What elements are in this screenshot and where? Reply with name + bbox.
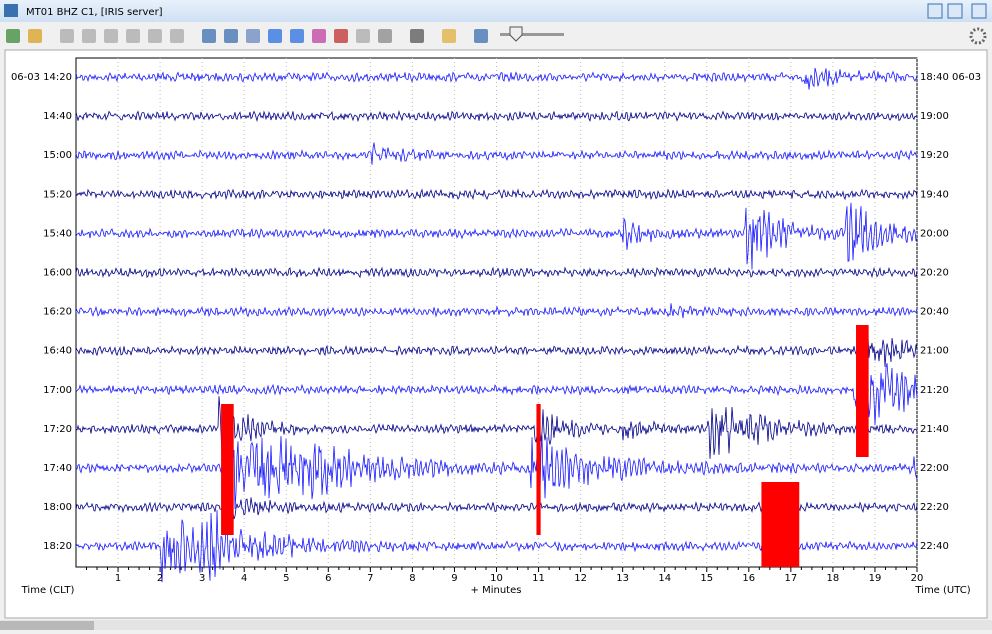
x-tick-label: 3 [199, 573, 205, 584]
right-time-label: 20:00 [920, 228, 949, 239]
status-bar [0, 620, 992, 630]
toolbar-button[interactable] [28, 29, 42, 43]
clipped-signal [221, 404, 234, 535]
right-time-label: 22:20 [920, 502, 949, 513]
x-tick-label: 7 [367, 573, 373, 584]
window-title: MT01 BHZ C1, [IRIS server] [26, 7, 163, 18]
left-time-label: 15:00 [43, 150, 72, 161]
toolbar-button[interactable] [224, 29, 238, 43]
seismic-trace [75, 396, 918, 459]
toolbar-button[interactable] [442, 29, 456, 43]
x-tick-label: 20 [911, 573, 924, 584]
seismic-trace [75, 67, 918, 90]
left-time-label: 15:20 [43, 189, 72, 200]
title-bar [0, 0, 992, 22]
right-time-label: 20:40 [920, 307, 949, 318]
seismic-trace [75, 142, 918, 165]
busy-indicator [969, 27, 987, 45]
x-tick-label: 4 [241, 573, 247, 584]
toolbar-button[interactable] [104, 29, 118, 43]
toolbar-button[interactable] [290, 29, 304, 43]
x-axis-label: + Minutes [471, 585, 522, 596]
right-time-label: 22:00 [920, 463, 949, 474]
seismic-trace [75, 202, 918, 270]
x-tick-label: 16 [742, 573, 755, 584]
right-time-label: 21:40 [920, 424, 949, 435]
x-tick-label: 18 [827, 573, 840, 584]
x-tick-label: 9 [451, 573, 457, 584]
x-tick-label: 6 [325, 573, 331, 584]
x-tick-label: 1 [115, 573, 121, 584]
x-tick-label: 8 [409, 573, 415, 584]
clipped-signal [856, 325, 869, 457]
x-tick-label: 19 [869, 573, 882, 584]
seismic-trace [75, 110, 918, 123]
left-time-label: 18:00 [43, 502, 72, 513]
seismic-trace [75, 427, 918, 515]
right-axis-label: Time (UTC) [914, 585, 970, 596]
right-time-label: 18:40 06-03 [920, 72, 981, 83]
x-tick-label: 15 [700, 573, 713, 584]
left-time-label: 16:00 [43, 268, 72, 279]
toolbar [6, 29, 488, 43]
toolbar-button[interactable] [312, 29, 326, 43]
x-tick-label: 13 [616, 573, 629, 584]
left-time-label: 14:40 [43, 111, 72, 122]
toolbar-button[interactable] [474, 29, 488, 43]
toolbar-button[interactable] [410, 29, 424, 43]
x-tick-label: 2 [157, 573, 163, 584]
toolbar-button[interactable] [6, 29, 20, 43]
left-time-label: 17:20 [43, 424, 72, 435]
x-tick-label: 12 [574, 573, 587, 584]
maximize-button[interactable] [947, 3, 963, 19]
toolbar-button[interactable] [246, 29, 260, 43]
x-tick-label: 17 [784, 573, 797, 584]
scrollbar-thumb[interactable] [0, 621, 94, 630]
toolbar-button[interactable] [334, 29, 348, 43]
x-tick-label: 14 [658, 573, 671, 584]
seismic-trace [75, 361, 918, 426]
toolbar-button[interactable] [126, 29, 140, 43]
right-time-label: 21:00 [920, 346, 949, 357]
toolbar-button[interactable] [170, 29, 184, 43]
minimize-button[interactable] [927, 3, 943, 19]
toolbar-button[interactable] [148, 29, 162, 43]
toolbar-button[interactable] [378, 29, 392, 43]
toolbar-button[interactable] [268, 29, 282, 43]
x-tick-label: 11 [532, 573, 545, 584]
seismic-trace [75, 303, 918, 319]
toolbar-button[interactable] [202, 29, 216, 43]
toolbar-button[interactable] [82, 29, 96, 43]
right-time-label: 19:20 [920, 150, 949, 161]
left-time-label: 16:20 [43, 307, 72, 318]
left-time-label: 17:00 [43, 385, 72, 396]
right-time-label: 20:20 [920, 268, 949, 279]
left-time-label: 16:40 [43, 346, 72, 357]
x-tick-label: 10 [490, 573, 503, 584]
seismic-trace [75, 266, 918, 279]
right-time-label: 22:40 [920, 541, 949, 552]
left-time-label: 06-03 14:20 [11, 72, 72, 83]
right-time-label: 19:00 [920, 111, 949, 122]
clipped-signal [536, 404, 541, 535]
toolbar-button[interactable] [356, 29, 370, 43]
left-time-label: 15:40 [43, 228, 72, 239]
slider-thumb[interactable] [509, 26, 523, 42]
window-icon [4, 4, 18, 17]
toolbar-button[interactable] [60, 29, 74, 43]
left-axis-label: Time (CLT) [21, 585, 75, 596]
left-time-label: 18:20 [43, 541, 72, 552]
clipped-signal [761, 482, 800, 567]
traces [75, 67, 918, 583]
close-button[interactable] [971, 3, 987, 19]
left-time-label: 17:40 [43, 463, 72, 474]
seismic-trace [75, 188, 918, 201]
right-time-label: 19:40 [920, 189, 949, 200]
right-time-label: 21:20 [920, 385, 949, 396]
seismic-trace [75, 328, 918, 369]
zoom-slider[interactable] [500, 33, 564, 36]
x-tick-label: 5 [283, 573, 289, 584]
